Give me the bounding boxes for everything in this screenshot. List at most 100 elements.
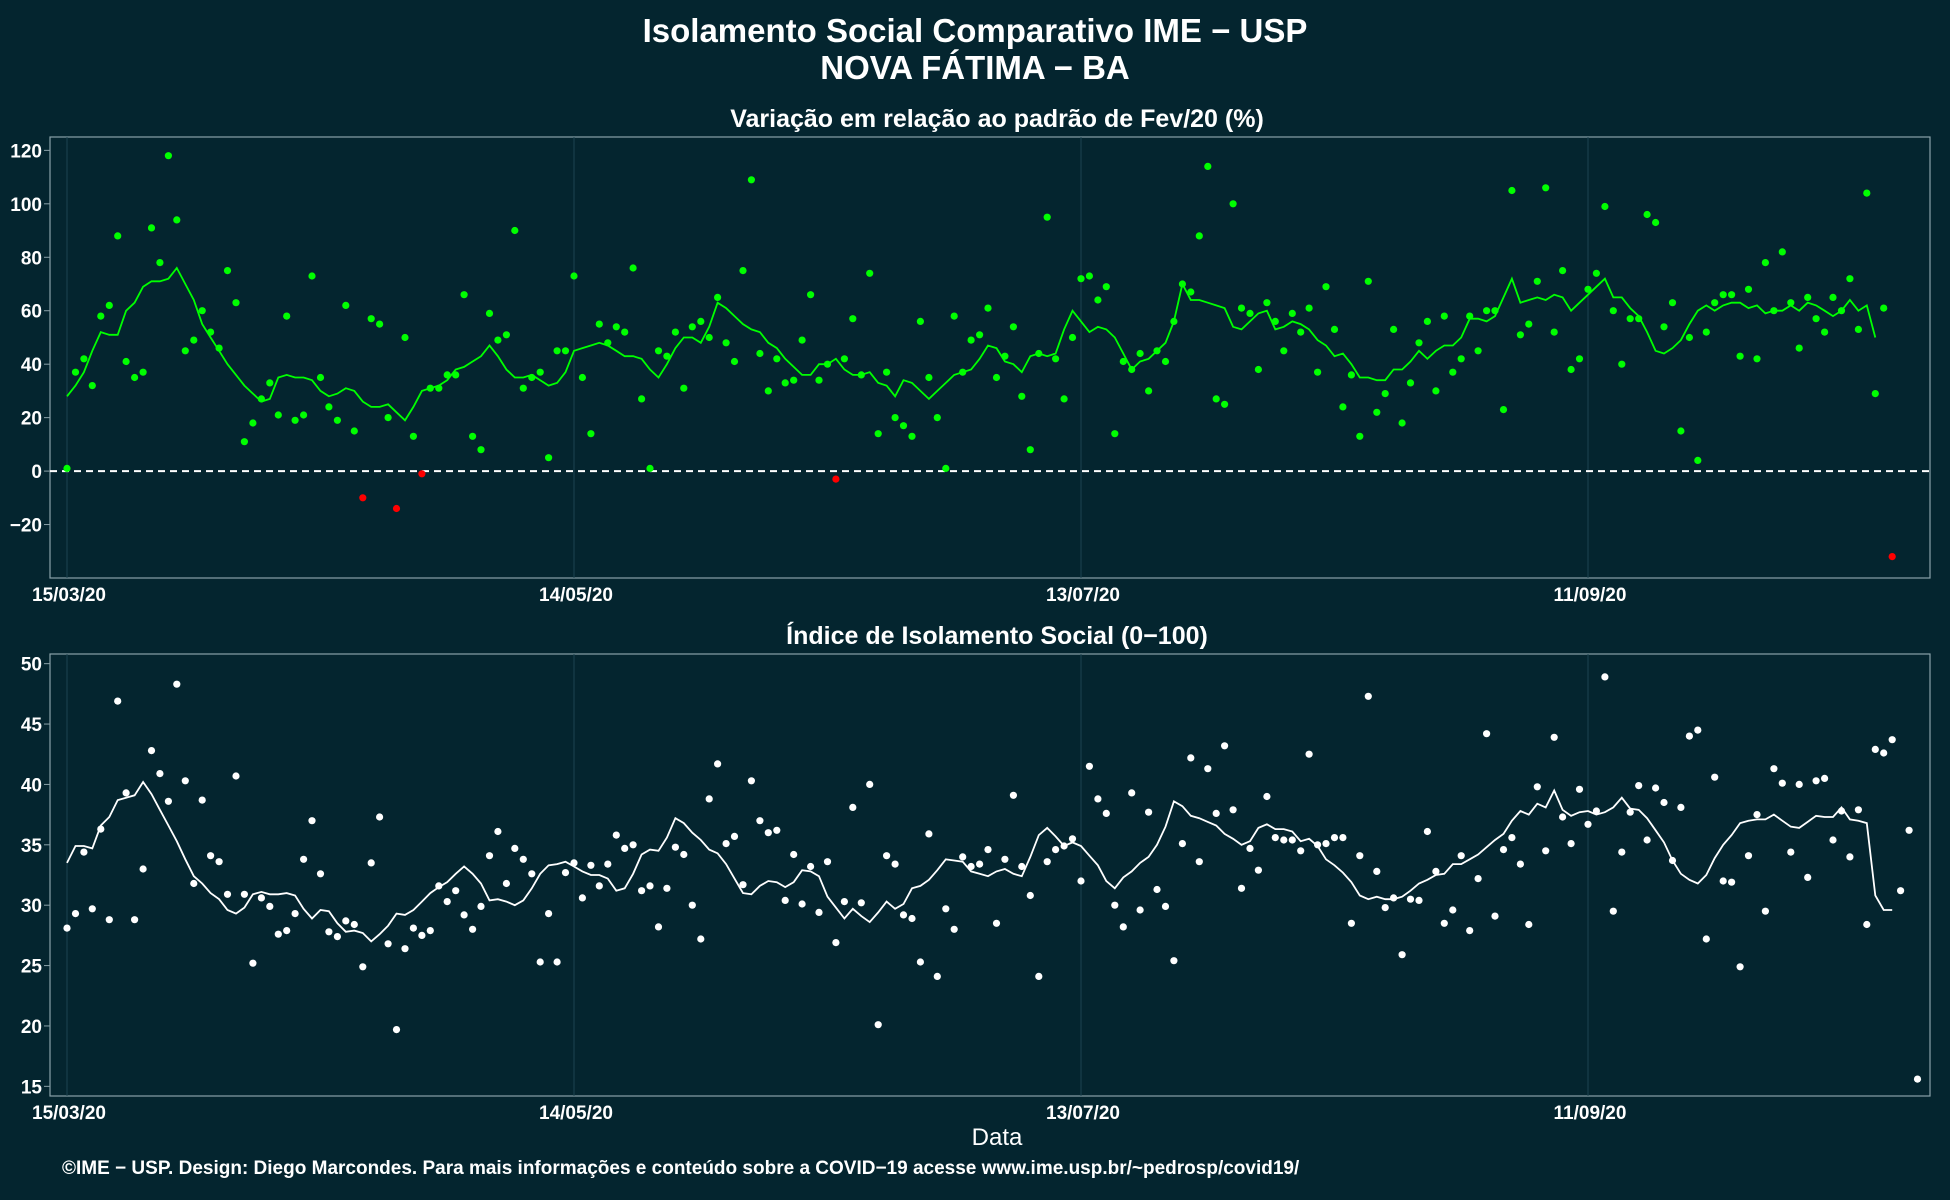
- y-tick-label: 80: [21, 248, 42, 269]
- data-point: [1373, 867, 1381, 876]
- data-point: [1009, 791, 1018, 799]
- data-point: [1618, 848, 1626, 856]
- data-point: [207, 852, 215, 860]
- data-point: [1060, 842, 1068, 850]
- data-point: [392, 1026, 401, 1034]
- data-point: [815, 908, 823, 917]
- data-point: [147, 224, 156, 232]
- data-point: [1804, 293, 1812, 301]
- data-point: [1094, 296, 1102, 304]
- data-point: [1390, 325, 1398, 333]
- data-point: [1018, 392, 1026, 400]
- data-point: [849, 803, 857, 812]
- data-point: [992, 919, 1001, 927]
- data-point: [1052, 846, 1060, 854]
- data-point: [249, 959, 257, 967]
- data-point: [190, 879, 198, 888]
- data-point: [1322, 840, 1330, 848]
- data-point: [1136, 349, 1144, 358]
- data-point: [857, 371, 865, 379]
- data-point: [840, 355, 849, 363]
- data-point: [1668, 856, 1677, 865]
- data-point: [578, 894, 587, 902]
- data-point: [1863, 189, 1871, 197]
- data-point: [1161, 902, 1170, 911]
- data-point: [1525, 920, 1533, 929]
- data-point: [747, 777, 756, 785]
- panel-border-index: [49, 653, 1931, 1097]
- data-point: [1719, 877, 1727, 885]
- data-point: [1584, 820, 1592, 828]
- data-point: [866, 780, 874, 789]
- data-point: [139, 865, 147, 873]
- data-point: [1711, 773, 1719, 781]
- panel-variation: Variação em relação ao padrão de Fev/20 …: [10, 105, 1931, 606]
- data-point: [409, 924, 417, 932]
- data-point: [1744, 285, 1753, 293]
- data-point: [891, 860, 899, 868]
- data-point: [392, 504, 401, 513]
- data-point: [1660, 798, 1668, 807]
- data-point: [1575, 355, 1584, 363]
- data-point: [1178, 840, 1186, 848]
- data-point: [832, 475, 840, 483]
- panel-variation-title: Variação em relação ao padrão de Fev/20 …: [730, 105, 1264, 133]
- data-point: [308, 272, 316, 280]
- data-point: [959, 368, 967, 376]
- data-point: [1846, 275, 1854, 283]
- data-point: [874, 1021, 882, 1029]
- data-point: [883, 368, 891, 376]
- data-point: [1728, 291, 1736, 299]
- data-point: [1567, 365, 1575, 374]
- data-point: [1170, 317, 1178, 325]
- data-point: [561, 347, 570, 355]
- data-point: [1415, 896, 1423, 905]
- data-point: [1153, 347, 1161, 355]
- y-tick-label: 40: [21, 355, 42, 376]
- data-point: [638, 887, 646, 895]
- data-point: [967, 862, 975, 871]
- y-tick-label: 120: [10, 141, 42, 162]
- data-point: [122, 789, 130, 797]
- data-point: [240, 438, 248, 446]
- data-point: [756, 349, 764, 358]
- data-point: [80, 848, 88, 856]
- data-point: [164, 152, 172, 160]
- data-point: [181, 777, 189, 785]
- data-point: [1711, 299, 1719, 307]
- data-point: [1795, 780, 1803, 789]
- data-point: [1026, 446, 1034, 454]
- data-point: [511, 226, 519, 235]
- data-point: [976, 860, 984, 868]
- data-point: [1880, 304, 1888, 312]
- y-tick-label: 100: [10, 195, 42, 216]
- x-tick-label: 14/05/20: [539, 1103, 613, 1124]
- data-point: [925, 373, 933, 382]
- data-point: [1195, 858, 1203, 866]
- data-point: [612, 831, 620, 839]
- data-point: [1812, 315, 1820, 323]
- data-point: [494, 827, 502, 836]
- data-point: [1094, 795, 1102, 803]
- data-point: [1778, 779, 1786, 787]
- data-point: [1601, 673, 1609, 681]
- data-point: [1559, 267, 1567, 275]
- data-point: [1719, 291, 1727, 299]
- data-point: [570, 272, 578, 280]
- moving-average-line: [66, 266, 1877, 422]
- data-point: [1592, 807, 1600, 815]
- y-tick-label: 25: [21, 957, 43, 978]
- data-point: [1559, 813, 1567, 821]
- data-point: [1550, 328, 1558, 336]
- data-point: [823, 858, 832, 866]
- data-point: [1170, 957, 1178, 965]
- data-point: [1237, 304, 1246, 312]
- data-point: [1457, 355, 1465, 363]
- data-point: [1356, 432, 1364, 440]
- data-point: [105, 301, 113, 309]
- data-point: [232, 772, 240, 780]
- data-point: [1491, 307, 1499, 315]
- data-point: [950, 925, 958, 933]
- data-point: [97, 825, 105, 833]
- data-point: [257, 395, 265, 403]
